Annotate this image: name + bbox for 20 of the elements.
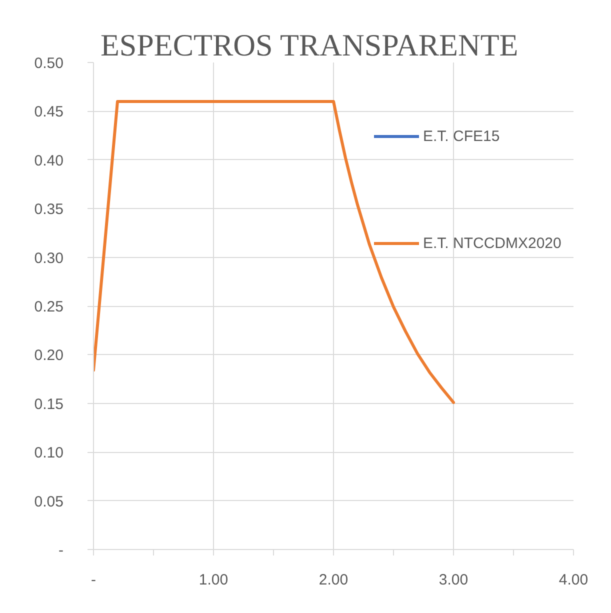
line-series xyxy=(94,100,455,404)
legend-label: E.T. NTCCDMX2020 xyxy=(423,234,562,252)
y-tick-label: 0.25 xyxy=(34,298,64,316)
x-tick-label: 3.00 xyxy=(438,572,468,588)
x-tick-label: 2.00 xyxy=(318,572,348,588)
y-tick-label: 0.35 xyxy=(34,201,64,218)
chart-title: ESPECTROS TRANSPARENTE xyxy=(100,28,518,62)
y-tick-label: 0.50 xyxy=(34,55,64,72)
y-tick-label: 0.45 xyxy=(34,104,64,121)
y-tick-label: 0.40 xyxy=(34,152,64,170)
x-tick-label: - xyxy=(91,572,96,588)
y-tick-label: 0.15 xyxy=(34,396,64,413)
y-tick-label: 0.30 xyxy=(34,250,64,267)
y-tick-label: 0.05 xyxy=(34,493,64,510)
x-tick-label: 4.00 xyxy=(558,572,588,588)
x-tick-label: 1.00 xyxy=(198,572,228,588)
y-tick-label: - xyxy=(58,542,64,559)
y-tick-label: 0.10 xyxy=(34,444,64,462)
y-tick-label: 0.20 xyxy=(34,347,64,364)
legend-label: E.T. CFE15 xyxy=(423,128,500,144)
